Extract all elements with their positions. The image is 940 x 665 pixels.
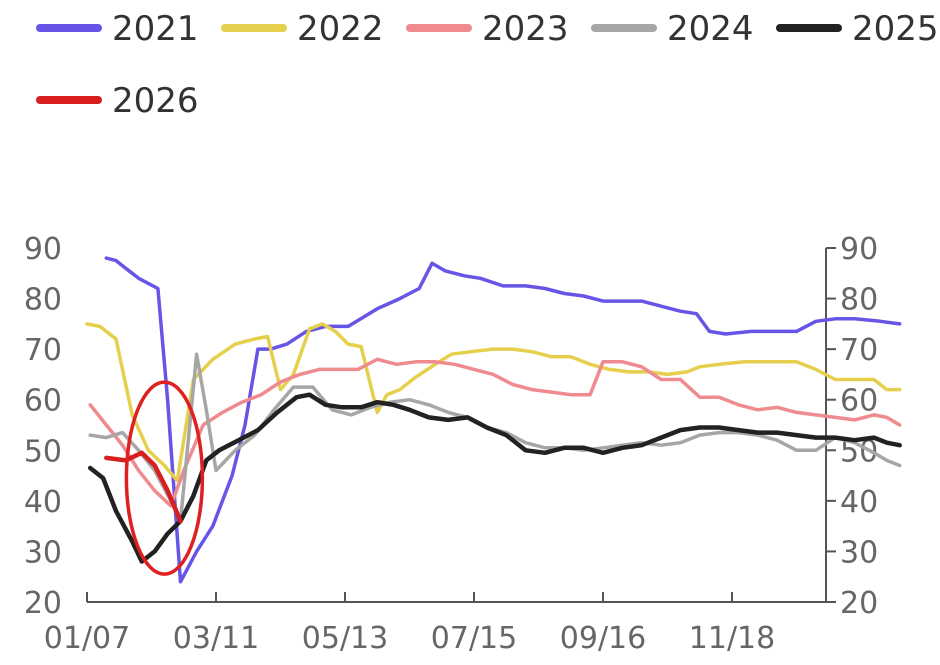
y-tick-left-40: 40 <box>24 485 62 520</box>
legend: 2021 2022 2023 2024 2025 2026 <box>36 9 939 121</box>
y-tick-left-50: 50 <box>24 434 62 469</box>
legend-label-2024: 2024 <box>667 9 754 49</box>
annotation-layer <box>124 380 205 576</box>
y-tick-left-30: 30 <box>24 535 62 570</box>
legend-item-2026: 2026 <box>36 81 199 121</box>
legend-label-2022: 2022 <box>297 9 384 49</box>
legend-label-2023: 2023 <box>482 9 569 49</box>
series-line-2021 <box>104 256 902 584</box>
series-line-2024 <box>88 352 902 523</box>
y-tick-right-80: 80 <box>840 283 878 318</box>
x-tick-05/13: 05/13 <box>302 621 388 656</box>
y-tick-left-60: 60 <box>24 384 62 419</box>
x-tick-07/15: 07/15 <box>431 621 517 656</box>
series-layer <box>85 256 902 584</box>
series-line-2022 <box>85 322 902 483</box>
series-line-2026 <box>104 450 183 524</box>
y-tick-left-70: 70 <box>24 333 62 368</box>
highlight-ellipse <box>124 380 205 576</box>
y-tick-left-20: 20 <box>24 586 62 621</box>
y-tick-right-20: 20 <box>840 586 878 621</box>
series-line-2025 <box>87 392 902 564</box>
legend-label-2021: 2021 <box>112 9 199 49</box>
x-tick-01/07: 01/07 <box>44 621 130 656</box>
y-tick-left-90: 90 <box>24 232 62 267</box>
axes <box>86 247 836 603</box>
legend-label-2025: 2025 <box>852 9 939 49</box>
legend-item-2024: 2024 <box>591 9 754 49</box>
legend-item-2021: 2021 <box>36 9 199 49</box>
y-tick-right-70: 70 <box>840 333 878 368</box>
legend-item-2023: 2023 <box>406 9 569 49</box>
y-tick-right-90: 90 <box>840 232 878 267</box>
x-tick-11/18: 11/18 <box>689 621 775 656</box>
legend-item-2022: 2022 <box>221 9 384 49</box>
y-tick-right-60: 60 <box>840 384 878 419</box>
y-tick-right-40: 40 <box>840 485 878 520</box>
x-tick-03/11: 03/11 <box>173 621 259 656</box>
legend-label-2026: 2026 <box>112 81 199 121</box>
y-tick-right-30: 30 <box>840 535 878 570</box>
y-tick-left-80: 80 <box>24 283 62 318</box>
legend-item-2025: 2025 <box>776 9 939 49</box>
x-tick-09/16: 09/16 <box>560 621 646 656</box>
